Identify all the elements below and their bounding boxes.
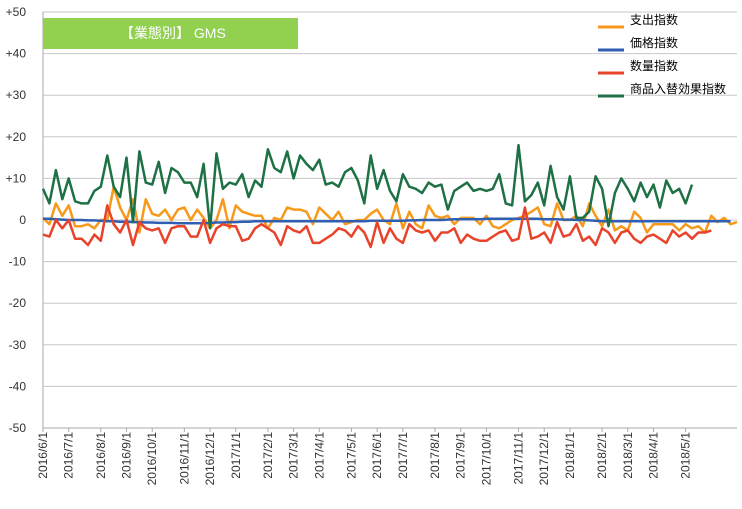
legend-label: 支出指数 bbox=[630, 12, 678, 27]
x-tick-label: 2016/8/1 bbox=[94, 432, 108, 479]
x-tick-label: 2016/9/1 bbox=[120, 432, 134, 479]
x-tick-label: 2017/8/1 bbox=[428, 432, 442, 479]
x-axis: 2016/6/1 2016/7/1 2016/8/1 2016/9/1 2016/10/… bbox=[36, 427, 737, 486]
x-tick-label: 2018/3/1 bbox=[621, 432, 635, 479]
y-tick-label: -40 bbox=[9, 379, 27, 393]
series-line bbox=[42, 185, 738, 234]
x-tick-label: 2017/12/1 bbox=[537, 432, 551, 486]
y-axis: +50 +40 +30 +20 +10 0 -10 -20 -30 -40 -50 bbox=[6, 5, 44, 435]
chart-title-box: 【業態別】 GMS bbox=[43, 18, 298, 49]
y-tick-label: -10 bbox=[9, 255, 27, 269]
x-tick-label: 2017/9/1 bbox=[454, 432, 468, 479]
x-tick-label: 2017/3/1 bbox=[287, 432, 301, 479]
series-line bbox=[43, 217, 731, 225]
x-tick-label: 2017/6/1 bbox=[370, 432, 384, 479]
series-line bbox=[42, 204, 712, 249]
x-tick-label: 2017/10/1 bbox=[479, 432, 493, 486]
x-tick-label: 2018/1/1 bbox=[563, 432, 577, 479]
x-tick-label: 2018/2/1 bbox=[595, 432, 609, 479]
x-tick-label: 2017/2/1 bbox=[261, 432, 275, 479]
x-tick-label: 2016/11/1 bbox=[177, 432, 191, 485]
x-tick-label: 2018/4/1 bbox=[646, 432, 660, 479]
y-tick-label: 0 bbox=[19, 213, 26, 227]
title-background bbox=[43, 18, 298, 49]
x-tick-label: 2016/6/1 bbox=[36, 432, 50, 479]
y-tick-label: -20 bbox=[9, 296, 27, 310]
x-tick-label: 2017/5/1 bbox=[344, 432, 358, 479]
y-tick-label: +30 bbox=[6, 88, 27, 102]
legend-label: 商品入替効果指数 bbox=[630, 81, 726, 96]
x-tick-label: 2016/12/1 bbox=[203, 432, 217, 486]
x-tick-label: 2016/10/1 bbox=[145, 432, 159, 486]
x-tick-label: 2017/11/1 bbox=[512, 432, 526, 485]
legend-label: 価格指数 bbox=[630, 35, 678, 50]
y-tick-label: -30 bbox=[9, 338, 27, 352]
chart-title: 【業態別】 GMS bbox=[120, 25, 226, 41]
x-tick-label: 2017/7/1 bbox=[396, 432, 410, 479]
x-tick-label: 2016/7/1 bbox=[62, 432, 76, 479]
y-tick-label: +20 bbox=[6, 130, 27, 144]
y-tick-label: -50 bbox=[9, 421, 27, 435]
y-tick-label: +40 bbox=[6, 47, 27, 61]
legend-label: 数量指数 bbox=[630, 58, 678, 73]
x-tick-label: 2018/5/1 bbox=[679, 432, 693, 479]
x-tick-label: 2017/1/1 bbox=[229, 432, 243, 479]
series-lines bbox=[41, 143, 738, 249]
y-tick-label: +50 bbox=[6, 5, 27, 19]
y-tick-label: +10 bbox=[6, 171, 27, 185]
x-tick-label: 2017/4/1 bbox=[312, 432, 326, 479]
series-line bbox=[41, 143, 694, 230]
